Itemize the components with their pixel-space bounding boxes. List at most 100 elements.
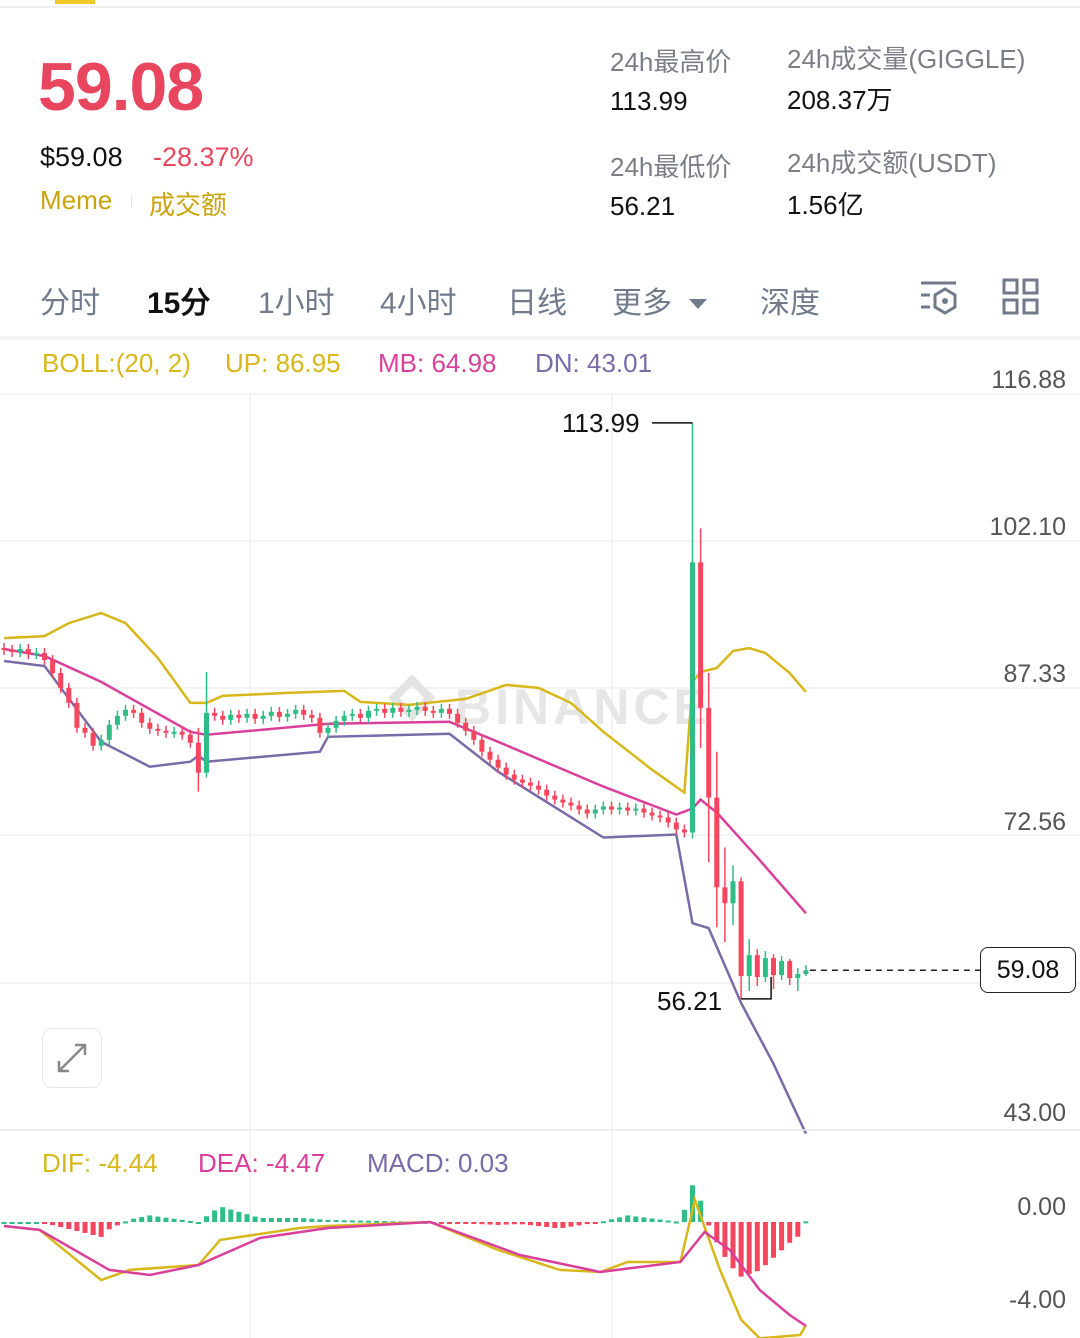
layout-grid-icon[interactable]	[1002, 278, 1040, 316]
candle-body	[33, 653, 39, 656]
tab-4h[interactable]: 4小时	[380, 287, 457, 320]
candle-body	[544, 789, 550, 796]
candle-body	[625, 807, 631, 811]
macd-histogram-bar	[309, 1218, 315, 1222]
last-price: 59.08	[38, 49, 204, 125]
candle-body	[50, 659, 56, 673]
macd-histogram-bar	[82, 1222, 88, 1233]
macd-tick: -4.00	[1009, 1286, 1066, 1314]
boll-up-line	[3, 611, 807, 795]
candle-body	[357, 713, 363, 718]
macd-histogram-bar	[106, 1222, 112, 1230]
macd-histogram-bar	[114, 1222, 120, 1226]
macd-histogram-bar	[706, 1222, 712, 1226]
macd-histogram-bar	[771, 1222, 776, 1258]
macd-histogram-bar	[714, 1222, 720, 1243]
macd-histogram-bar	[657, 1219, 663, 1222]
candle-body	[438, 708, 444, 713]
candle-body	[390, 707, 396, 713]
candle-body	[754, 955, 760, 978]
macd-histogram-bar	[487, 1222, 493, 1225]
candle-body	[82, 727, 88, 733]
candle-body	[204, 712, 209, 773]
tab-daily[interactable]: 日线	[507, 287, 567, 320]
macd-histogram-bar	[641, 1217, 647, 1222]
macd-histogram-bar	[754, 1222, 760, 1272]
price-tick: 72.56	[1003, 808, 1066, 836]
macd-histogram-bar	[568, 1222, 574, 1227]
macd-histogram-bar	[357, 1220, 363, 1223]
candle-body	[406, 709, 412, 712]
candle-body	[673, 822, 679, 830]
tab-15m[interactable]: 15分	[147, 287, 211, 320]
macd-histogram-bar	[617, 1217, 623, 1222]
candle-body	[479, 739, 485, 752]
candle-body	[552, 795, 558, 800]
candle-body	[244, 713, 250, 718]
candle-body	[609, 806, 614, 810]
candle-body	[301, 709, 307, 715]
tag-separator	[131, 194, 132, 208]
candle-body	[722, 887, 728, 904]
macd-histogram-bar	[503, 1222, 509, 1225]
active-tab-indicator	[55, 0, 95, 4]
macd-histogram-bar	[552, 1222, 558, 1228]
low-marker-label: 56.21	[657, 986, 723, 1016]
turnover-label: 24h成交额(USDT)	[787, 148, 997, 178]
macd-histogram-bar	[447, 1222, 452, 1224]
macd-histogram-bar	[681, 1209, 687, 1222]
candle-body	[268, 711, 274, 716]
macd-histogram-bar	[698, 1200, 704, 1222]
candle-body	[123, 709, 128, 716]
candle-body	[714, 797, 720, 888]
candle-body	[98, 739, 104, 746]
macd-histogram-bar	[325, 1219, 331, 1222]
macd-histogram-bar	[592, 1222, 598, 1224]
macd-histogram-bar	[244, 1214, 250, 1222]
boll-dn-line	[3, 659, 808, 1135]
candle-body	[58, 672, 64, 688]
macd-histogram-bar	[779, 1222, 785, 1251]
candle-body	[641, 808, 647, 813]
macd-histogram-bar	[536, 1222, 542, 1227]
candle-body	[341, 715, 347, 721]
macd-histogram-bar	[746, 1222, 752, 1274]
candle-body	[366, 710, 371, 718]
candle-body	[195, 742, 201, 773]
candle-body	[333, 720, 339, 728]
macd-histogram-bar	[204, 1216, 209, 1222]
tag-turnover[interactable]: 成交额	[149, 190, 228, 220]
tab-timeline[interactable]: 分时	[40, 287, 100, 320]
macd-histogram-bar	[187, 1220, 193, 1223]
tab-more[interactable]: 更多	[612, 278, 708, 322]
indicator-settings-icon[interactable]	[918, 278, 960, 318]
macd-histogram-bar	[544, 1222, 550, 1228]
candle-body	[787, 961, 793, 979]
candle-body	[212, 712, 218, 716]
macd-histogram-bar	[341, 1220, 347, 1223]
macd-tick: 0.00	[1017, 1193, 1066, 1221]
macd-histogram-bar	[333, 1220, 339, 1223]
candle-body	[771, 958, 776, 976]
macd-histogram-bar	[649, 1218, 655, 1222]
tab-depth[interactable]: 深度	[760, 287, 820, 320]
candle-body	[568, 802, 574, 806]
macd-histogram-bar	[17, 1222, 23, 1224]
top-divider	[0, 6, 1080, 8]
candle-body	[349, 713, 355, 716]
candle-body	[228, 714, 234, 720]
macd-histogram-bar	[495, 1222, 501, 1225]
candle-body	[179, 731, 185, 735]
macd-histogram-bar	[625, 1215, 631, 1222]
tab-1h[interactable]: 1小时	[258, 287, 335, 320]
fullscreen-button[interactable]	[42, 1028, 102, 1088]
tag-meme[interactable]: Meme	[40, 185, 113, 215]
price-change: -28.37%	[153, 142, 254, 172]
macd-histogram-bar	[42, 1222, 47, 1224]
macd-dea: DEA: -4.47	[198, 1148, 326, 1178]
macd-histogram-bar	[236, 1211, 242, 1222]
candle-body	[155, 728, 161, 731]
price-tick: 102.10	[989, 513, 1066, 541]
candle-body	[511, 774, 517, 780]
